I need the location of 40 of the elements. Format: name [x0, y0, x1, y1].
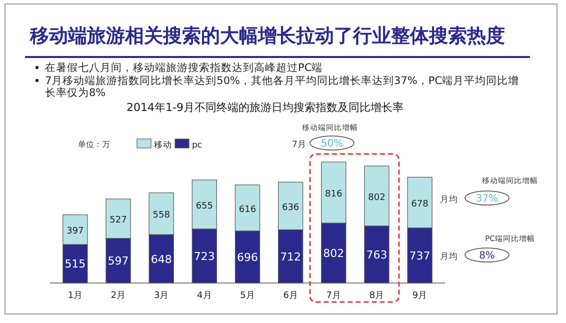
x-tick-label: 2月	[110, 291, 126, 301]
data-label: 558	[152, 210, 170, 221]
text: 7月移动端旅游指数同比增长率达到50%，其他各月平均同比增长率达到37%，PC端月平均同比增长率仅为8%	[45, 74, 520, 99]
x-tick-label: 5月	[240, 291, 255, 301]
data-label: 678	[411, 200, 429, 210]
data-label: 636	[282, 202, 300, 213]
annotation: 月均	[440, 251, 458, 262]
data-label: 712	[280, 250, 302, 264]
text: 单位：万	[78, 140, 110, 149]
data-label: 655	[196, 201, 214, 212]
data-label: 616	[238, 204, 256, 215]
data-label: 696	[237, 250, 258, 264]
data-label: 397	[66, 226, 84, 237]
data-label: 648	[150, 252, 172, 266]
data-label: 527	[110, 216, 127, 226]
x-tick-label: 3月	[154, 291, 169, 301]
legend-label: 移动	[154, 140, 172, 150]
data-label: 802	[323, 247, 344, 260]
chart-subtitle: 2014年1-9月不同终端的旅游日均搜索指数及同比增长率	[126, 101, 404, 114]
data-label: 763	[366, 248, 388, 262]
x-tick-label: 7月	[326, 291, 342, 301]
legend-label: pc	[192, 140, 202, 150]
annotation: 月均	[440, 194, 458, 205]
data-label: 737	[409, 249, 430, 262]
text: 37%	[476, 194, 498, 204]
x-tick-label: 6月	[283, 291, 298, 301]
x-tick-label: 4月	[197, 291, 212, 301]
data-label: 723	[194, 250, 215, 263]
data-label: 802	[368, 192, 386, 203]
x-tick-label: 8月	[369, 291, 384, 301]
data-label: 597	[108, 254, 129, 268]
x-tick-label: 1月	[68, 291, 83, 301]
chart-title: 移动端旅游相关搜索的大幅增长拉动了行业整体搜索热度	[29, 25, 505, 47]
text: 8%	[479, 250, 495, 262]
text: 在暑假七八月间，移动端旅游搜索指数达到高峰超过PC端	[45, 61, 323, 74]
x-tick-label: 9月	[412, 291, 428, 301]
data-label: 816	[325, 190, 343, 200]
text: 50%	[320, 138, 344, 150]
data-label: 515	[64, 258, 86, 271]
text: 7月	[292, 140, 306, 150]
